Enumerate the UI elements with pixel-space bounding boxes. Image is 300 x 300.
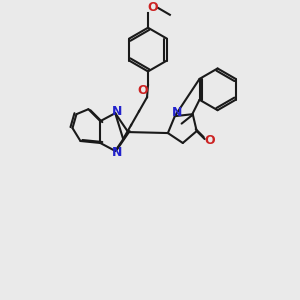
Text: N: N bbox=[112, 105, 122, 118]
Text: O: O bbox=[204, 134, 215, 146]
Text: O: O bbox=[148, 1, 158, 14]
Text: N: N bbox=[172, 106, 182, 119]
Text: N: N bbox=[112, 146, 122, 159]
Text: O: O bbox=[138, 84, 148, 97]
